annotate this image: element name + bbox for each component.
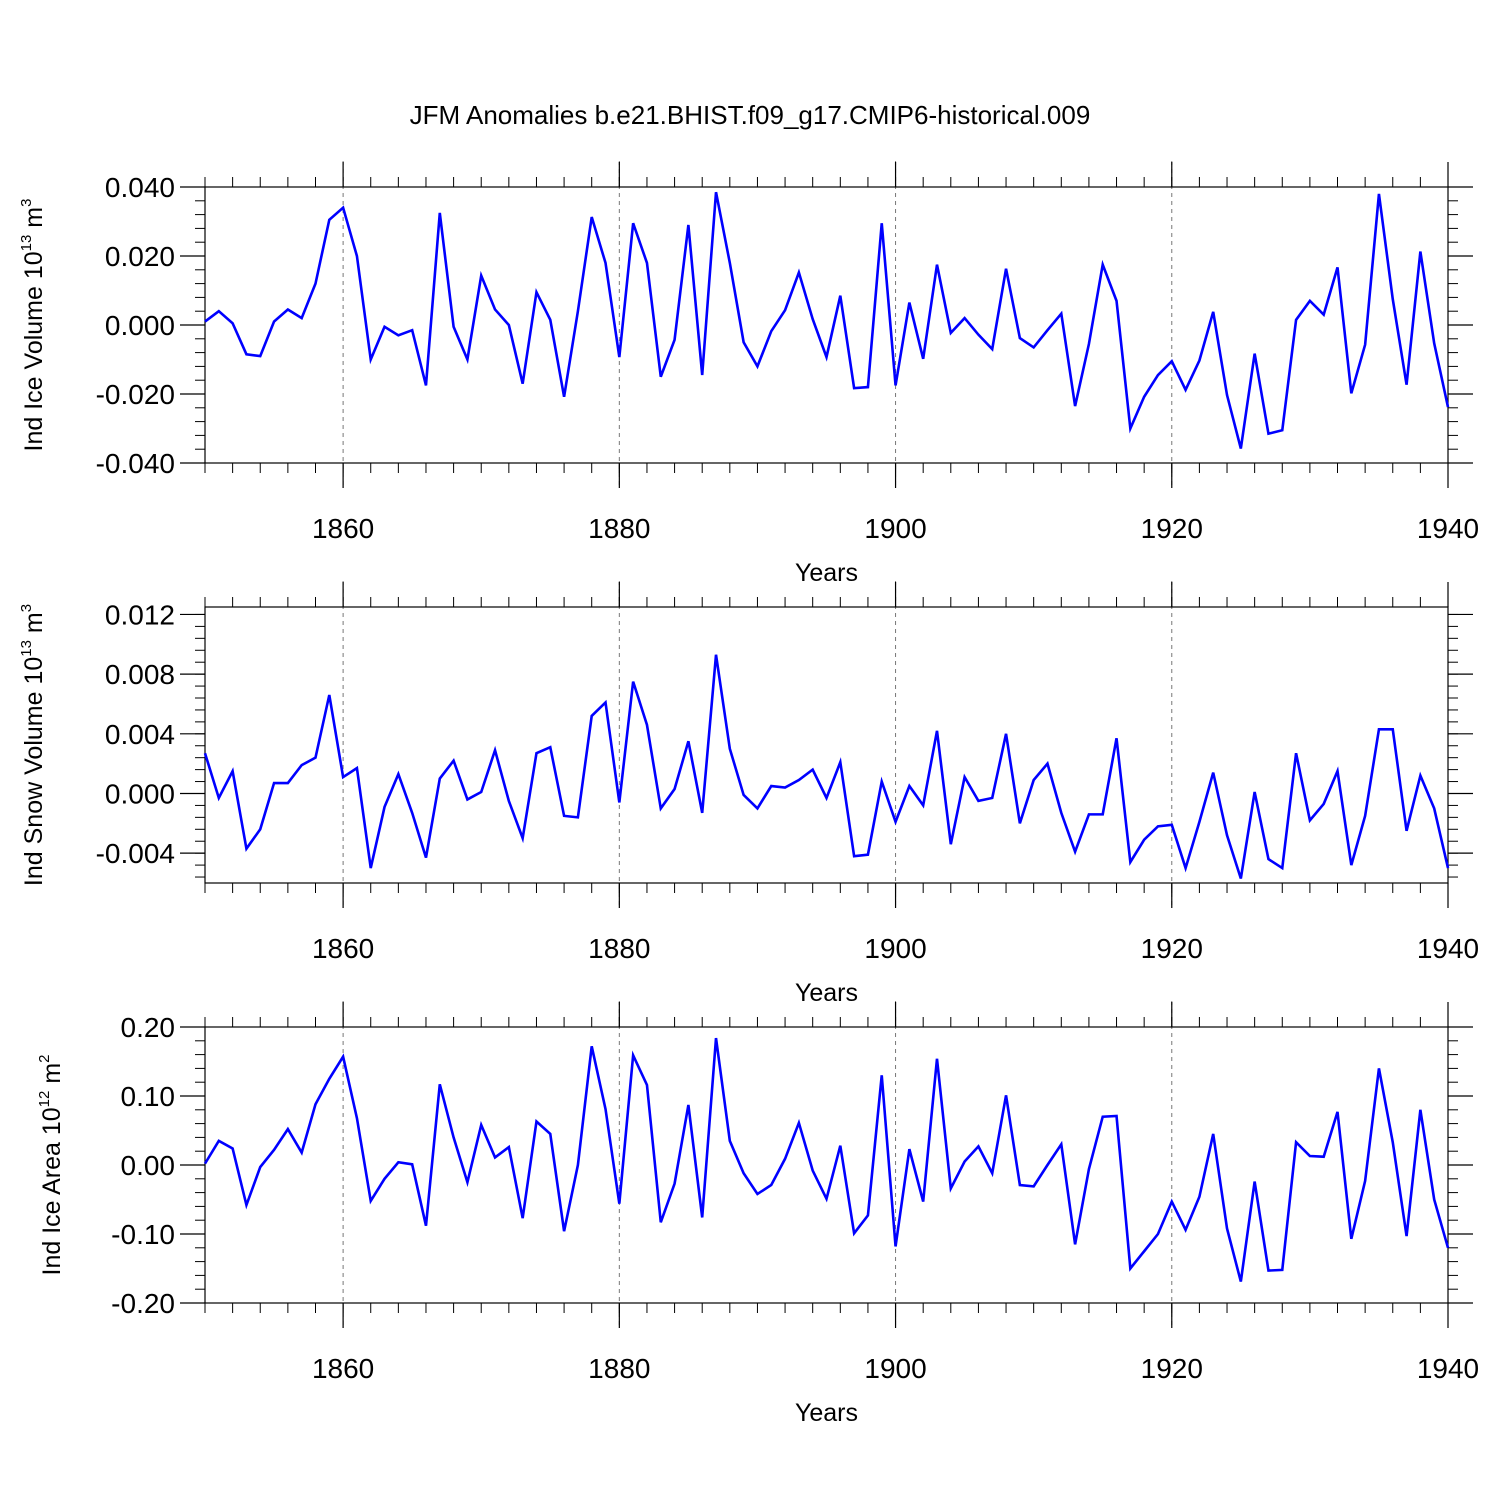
chart-1-plot-frame	[204, 186, 1449, 464]
chart-2-xlabel: Years	[795, 979, 858, 1007]
chart-1-xtick-label: 1940	[1417, 513, 1479, 544]
chart-3-ytick-label: -0.20	[111, 1288, 175, 1319]
chart-2-ytick-label: 0.000	[105, 778, 175, 809]
chart-1-ylabel-exponent: 13	[18, 235, 35, 252]
chart-2-ylabel-exponent: 13	[18, 640, 35, 657]
chart-1-xlabel: Years	[795, 559, 858, 587]
chart-1-ylabel: Ind Ice Volume 1013 m3	[18, 199, 48, 452]
chart-3-ytick-label: 0.10	[121, 1081, 176, 1112]
chart-3-xtick-label: 1860	[312, 1353, 374, 1384]
chart-2-ytick-label: 0.012	[105, 599, 175, 630]
chart-1-xtick-label: 1920	[1141, 513, 1203, 544]
chart-3-ytick-label: 0.20	[121, 1012, 176, 1043]
chart-1-ylabel-text: Ind Ice Volume 10	[20, 251, 48, 451]
chart-1-ytick-label: 0.000	[105, 310, 175, 341]
chart-2-ylabel-text: Ind Snow Volume 10	[20, 657, 48, 886]
chart-1-ytick-label: -0.040	[96, 448, 175, 479]
chart-3-ytick-label: -0.10	[111, 1219, 175, 1250]
chart-2: 0.012 0.008 0.004 0.000 -0.004 1860 1880 1900 19…	[18, 581, 1479, 1007]
chart-2-ylabel-unit: m	[20, 612, 48, 640]
chart-1-xtick-label: 1900	[864, 513, 926, 544]
chart-2-plot-frame	[204, 606, 1449, 884]
chart-3-ylabel-unit-exponent: 2	[36, 1055, 53, 1063]
chart-1-xtick-label: 1880	[588, 513, 650, 544]
chart-2-xtick-label: 1860	[312, 933, 374, 964]
chart-2-xtick-label: 1880	[588, 933, 650, 964]
chart-3-ylabel-unit: m	[38, 1063, 66, 1091]
chart-3-plot-frame	[204, 1026, 1449, 1304]
chart-2-series-line	[203, 654, 1450, 879]
chart-2-ytick-label: -0.004	[96, 838, 175, 869]
chart-2-xtick-label: 1920	[1141, 933, 1203, 964]
chart-2-ytick-label: 0.004	[105, 719, 175, 750]
chart-3-series-line	[203, 1037, 1450, 1282]
chart-1: 0.040 0.020 0.000 -0.020 -0.040 1860 1880 1900 1…	[18, 161, 1479, 587]
chart-1-ylabel-unit: m	[20, 207, 48, 235]
chart-3-ylabel-exponent: 12	[36, 1091, 53, 1108]
chart-3-ylabel: Ind Ice Area 1012 m2	[36, 1055, 66, 1276]
chart-3-xtick-label: 1920	[1141, 1353, 1203, 1384]
chart-2-xtick-label: 1900	[864, 933, 926, 964]
chart-3-ylabel-text: Ind Ice Area 10	[38, 1107, 66, 1275]
chart-1-series-line	[204, 191, 1450, 449]
chart-1-ylabel-unit-exponent: 3	[18, 199, 35, 207]
figure-title: JFM Anomalies b.e21.BHIST.f09_g17.CMIP6-…	[410, 100, 1091, 130]
chart-2-ylabel: Ind Snow Volume 1013 m3	[18, 604, 48, 886]
chart-1-xtick-label: 1860	[312, 513, 374, 544]
chart-3-xtick-label: 1900	[864, 1353, 926, 1384]
chart-1-ytick-label: 0.020	[105, 241, 175, 272]
chart-2-xtick-label: 1940	[1417, 933, 1479, 964]
chart-1-ytick-label: -0.020	[96, 379, 175, 410]
chart-3-xtick-label: 1940	[1417, 1353, 1479, 1384]
chart-3-xtick-label: 1880	[588, 1353, 650, 1384]
chart-3-xlabel: Years	[795, 1399, 858, 1427]
chart-2-ytick-label: 0.008	[105, 659, 175, 690]
chart-3: 0.20 0.10 0.00 -0.10 -0.20 1860 1880 1900 1920 19…	[36, 1001, 1479, 1427]
chart-2-ylabel-unit-exponent: 3	[18, 604, 35, 612]
chart-3-ytick-label: 0.00	[121, 1150, 176, 1181]
chart-1-ytick-label: 0.040	[105, 172, 175, 203]
